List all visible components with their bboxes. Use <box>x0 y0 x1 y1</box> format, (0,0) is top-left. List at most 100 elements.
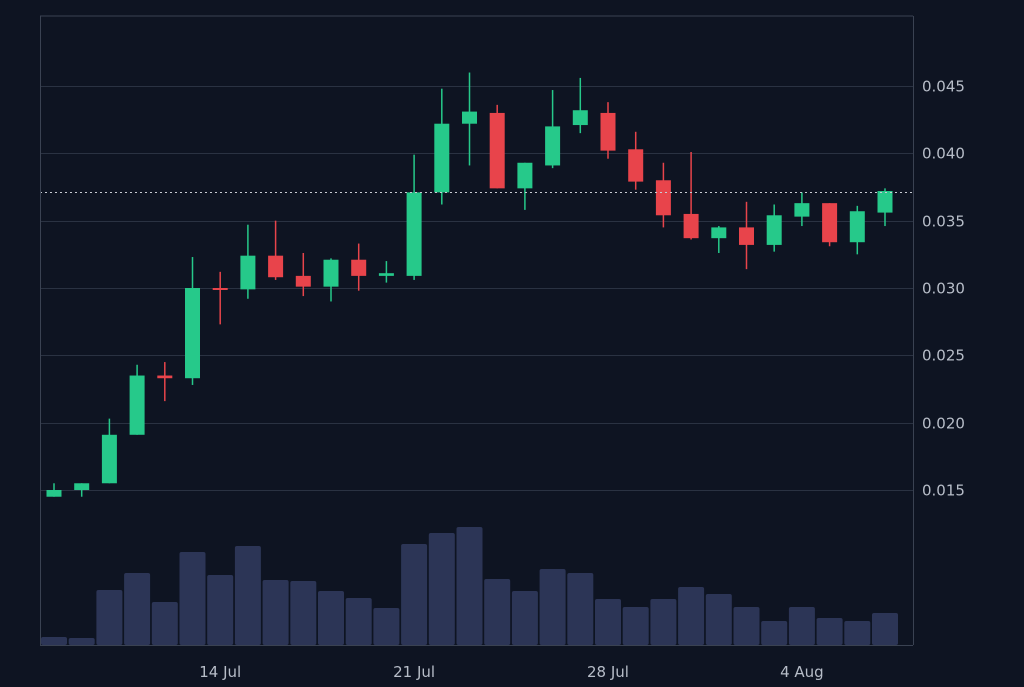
candle-up[interactable] <box>711 226 727 253</box>
candle-up[interactable] <box>794 192 810 227</box>
volume-bar <box>816 618 843 645</box>
candle-body <box>517 162 533 189</box>
x-tick-label: 28 Jul <box>587 663 629 681</box>
candle-down[interactable] <box>628 131 644 190</box>
volume-bar <box>96 590 123 645</box>
candle-body <box>268 255 284 278</box>
candle-body <box>655 180 671 216</box>
volume-bars <box>41 527 898 645</box>
candle-body <box>157 375 173 379</box>
candle-body <box>406 192 422 276</box>
x-tick-label: 14 Jul <box>199 663 241 681</box>
volume-bar <box>844 621 871 645</box>
candle-body <box>74 483 90 490</box>
candle-down[interactable] <box>351 243 367 291</box>
candle-down[interactable] <box>268 220 284 280</box>
y-tick-label: 0.030 <box>922 280 965 298</box>
candle-body <box>46 490 62 497</box>
candle-up[interactable] <box>46 483 62 497</box>
volume-bar <box>539 569 566 645</box>
y-axis-labels: 0.015 0.020 0.025 0.030 0.035 0.040 0.045 <box>922 78 965 500</box>
volume-bar <box>290 581 317 645</box>
x-tick-label: 21 Jul <box>393 663 435 681</box>
candle-up[interactable] <box>129 364 145 435</box>
candle-body <box>683 213 699 239</box>
candle-body <box>822 203 838 243</box>
volume-bar <box>428 533 455 645</box>
volume-bar <box>401 544 428 645</box>
candle-down[interactable] <box>157 362 173 402</box>
candle-up[interactable] <box>877 188 893 227</box>
candle-body <box>766 215 782 245</box>
candle-body <box>877 191 893 213</box>
candle-down[interactable] <box>489 104 505 189</box>
candle-down[interactable] <box>295 252 311 297</box>
candle-down[interactable] <box>822 203 838 247</box>
candle-body <box>849 211 865 243</box>
candle-down[interactable] <box>600 102 616 159</box>
candle-up[interactable] <box>185 257 200 385</box>
candle-body <box>323 259 339 287</box>
candle-up[interactable] <box>434 88 450 205</box>
candle-body <box>378 273 394 276</box>
volume-bar <box>733 607 760 645</box>
volume-bar <box>705 594 732 645</box>
volume-bar <box>151 602 178 645</box>
candles <box>46 72 893 497</box>
candle-up[interactable] <box>323 258 339 302</box>
candle-body <box>351 259 367 276</box>
candle-body <box>212 288 228 290</box>
candle-up[interactable] <box>406 154 422 280</box>
candle-up[interactable] <box>849 205 865 255</box>
candle-up[interactable] <box>240 224 256 299</box>
volume-bar <box>788 607 815 645</box>
volume-bar <box>511 591 538 645</box>
candle-body <box>489 112 505 189</box>
candle-body <box>295 275 311 287</box>
y-tick-label: 0.035 <box>922 213 965 231</box>
volume-bar <box>262 580 289 645</box>
volume-bar <box>179 552 206 645</box>
candle-body <box>462 111 477 124</box>
candle-up[interactable] <box>572 77 588 134</box>
volume-bar <box>622 607 649 645</box>
candle-up[interactable] <box>378 261 394 283</box>
candle-body <box>240 255 256 290</box>
candle-body <box>185 288 200 379</box>
volume-bar <box>484 579 511 645</box>
x-tick-label: 4 Aug <box>780 663 824 681</box>
plot-frame <box>40 15 914 646</box>
volume-bar <box>41 637 67 645</box>
volume-bar <box>124 573 151 645</box>
candle-body <box>600 112 616 151</box>
y-tick-label: 0.040 <box>922 145 965 163</box>
candle-down[interactable] <box>683 151 699 240</box>
candle-down[interactable] <box>655 162 671 228</box>
candle-body <box>129 375 145 435</box>
candle-up[interactable] <box>462 72 477 166</box>
x-axis-labels: 14 Jul 21 Jul 28 Jul 4 Aug <box>199 663 823 681</box>
candle-up[interactable] <box>101 418 117 484</box>
candle-up[interactable] <box>517 162 533 210</box>
volume-bar <box>872 613 898 645</box>
volume-bar <box>595 599 621 645</box>
candle-body <box>794 203 810 217</box>
volume-bar <box>456 527 483 645</box>
y-tick-label: 0.015 <box>922 482 965 500</box>
y-tick-label: 0.045 <box>922 78 965 96</box>
y-tick-label: 0.020 <box>922 415 965 433</box>
candle-up[interactable] <box>74 483 90 497</box>
candle-down[interactable] <box>739 201 754 270</box>
candle-up[interactable] <box>766 204 782 252</box>
candle-body <box>711 227 727 239</box>
candle-body <box>572 110 588 126</box>
candle-down[interactable] <box>212 271 228 325</box>
candle-body <box>434 123 450 193</box>
candle-up[interactable] <box>545 90 561 169</box>
volume-bar <box>678 587 705 645</box>
y-tick-label: 0.025 <box>922 347 965 365</box>
volume-bar <box>761 621 788 645</box>
